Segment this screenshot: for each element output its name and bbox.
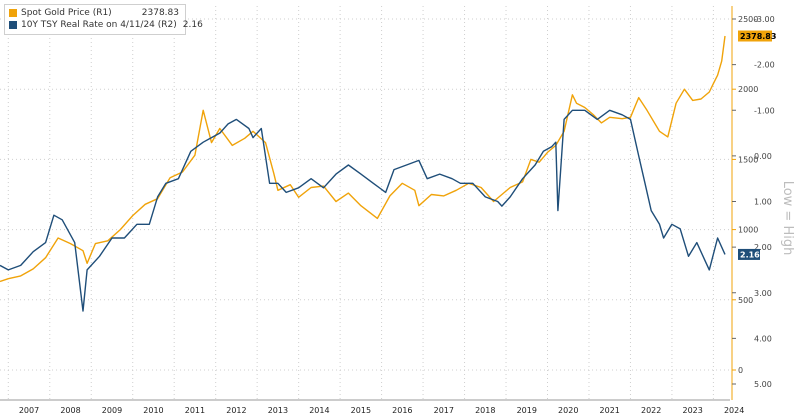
y2-tick-label: -3.00 xyxy=(754,15,775,24)
x-tick-label: 2020 xyxy=(558,406,578,415)
x-tick-label: 2007 xyxy=(19,406,39,415)
legend-label-gold: Spot Gold Price (R1) xyxy=(21,8,112,18)
legend-label-real-rate: 10Y TSY Real Rate on 4/11/24 (R2) xyxy=(21,20,177,30)
y-tick-label: 500 xyxy=(738,296,753,305)
y-tick-label: 1500 xyxy=(738,155,758,164)
x-tick-label: 2023 xyxy=(682,406,702,415)
y-tick-label: 0 xyxy=(738,366,743,375)
series-line-gold xyxy=(0,35,726,283)
y-axis-right: 2500 2000 1500 1000 500 0 xyxy=(731,6,758,400)
value-tag-gold: 2378.83 xyxy=(738,30,776,42)
gridlines xyxy=(0,6,730,400)
y2-tick-label: 2.00 xyxy=(754,243,772,252)
y-tick-label: 2000 xyxy=(738,85,758,94)
x-tick-label: 2010 xyxy=(143,406,163,415)
x-tick-label: 2024 xyxy=(724,406,744,415)
value-tag-box xyxy=(738,248,760,260)
legend-item-real-rate: 10Y TSY Real Rate on 4/11/24 (R2) 2.16 xyxy=(9,19,203,31)
x-axis: 2007 2008 2009 2010 2011 2012 2013 2014 2015 2016… xyxy=(0,399,744,415)
x-tick-label: 2013 xyxy=(268,406,288,415)
series-line-real-rate xyxy=(0,109,726,312)
x-tick-label: 2021 xyxy=(600,406,620,415)
legend-item-gold: Spot Gold Price (R1) 2378.83 xyxy=(9,7,179,19)
legend-swatch-gold xyxy=(9,9,17,17)
x-tick-label: 2022 xyxy=(641,406,661,415)
value-tag-label: 2.16 xyxy=(740,250,760,259)
x-tick-label: 2017 xyxy=(434,406,454,415)
last-value-tags: 2378.83 2.16 xyxy=(738,30,776,260)
legend-swatch-real-rate xyxy=(9,21,17,29)
x-tick-label: 2012 xyxy=(226,406,246,415)
series-layer xyxy=(0,35,726,312)
value-tag-label: 2378.83 xyxy=(740,32,776,41)
x-tick-label: 2015 xyxy=(351,406,371,415)
y-tick-label: 2500 xyxy=(738,15,758,24)
y2-tick-label: 0.00 xyxy=(754,152,772,161)
x-tick-label: 2008 xyxy=(60,406,80,415)
legend-value-gold: 2378.83 xyxy=(141,8,179,18)
y2-tick-label: 5.00 xyxy=(754,380,772,389)
y2-tick-label: -2.00 xyxy=(754,61,775,70)
secondary-axis-label: Low = High xyxy=(780,181,795,256)
value-tag-real-rate: 2.16 xyxy=(738,248,760,260)
value-tag-box xyxy=(738,30,772,42)
x-tick-label: 2018 xyxy=(475,406,495,415)
x-tick-label: 2009 xyxy=(102,406,122,415)
legend: Spot Gold Price (R1) 2378.83 10Y TSY Rea… xyxy=(4,4,203,35)
y2-tick-label: 3.00 xyxy=(754,289,772,298)
x-tick-label: 2019 xyxy=(517,406,537,415)
y2-tick-label: -1.00 xyxy=(754,106,775,115)
y2-tick-label: 4.00 xyxy=(754,334,772,343)
x-tick-label: 2016 xyxy=(392,406,412,415)
y2-tick-label: 1.00 xyxy=(754,198,772,207)
y-tick-label: 1000 xyxy=(738,226,758,235)
legend-value-real-rate: 2.16 xyxy=(182,20,203,30)
x-tick-label: 2014 xyxy=(309,406,329,415)
y-axis-right-secondary: -3.00 -2.00 -1.00 0.00 1.00 2.00 3.00 4.00 5.00 xyxy=(732,15,775,389)
x-tick-label: 2011 xyxy=(185,406,205,415)
